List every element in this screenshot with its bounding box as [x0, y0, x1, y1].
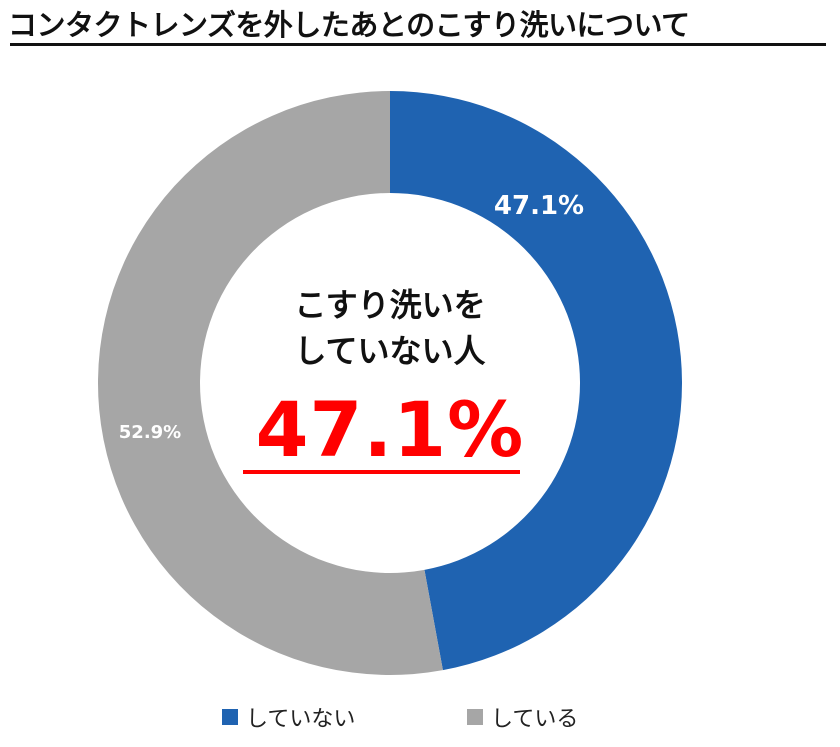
slice-0	[390, 91, 682, 671]
legend-label-washing: している	[491, 707, 579, 732]
center-value-underline	[243, 470, 520, 474]
slice-1	[97, 91, 443, 675]
center-value: 47.1%	[255, 385, 525, 474]
chart-title: コンタクトレンズを外したあとのこすり洗いについて	[8, 8, 690, 42]
center-label: こすり洗いを していない人	[240, 282, 540, 374]
slice-label-1: 52.9%	[119, 422, 181, 443]
legend-swatch-not-washing	[222, 709, 238, 725]
legend-swatch-washing	[467, 709, 483, 725]
slice-label-0: 47.1%	[494, 191, 584, 221]
center-label-line-2: していない人	[294, 332, 486, 370]
legend-item-washing: している	[467, 702, 578, 732]
center-label-line-1: こすり洗いを	[294, 286, 486, 324]
legend-item-not-washing: していない	[222, 702, 355, 732]
title-underline	[10, 43, 826, 46]
legend-label-not-washing: していない	[246, 707, 356, 732]
